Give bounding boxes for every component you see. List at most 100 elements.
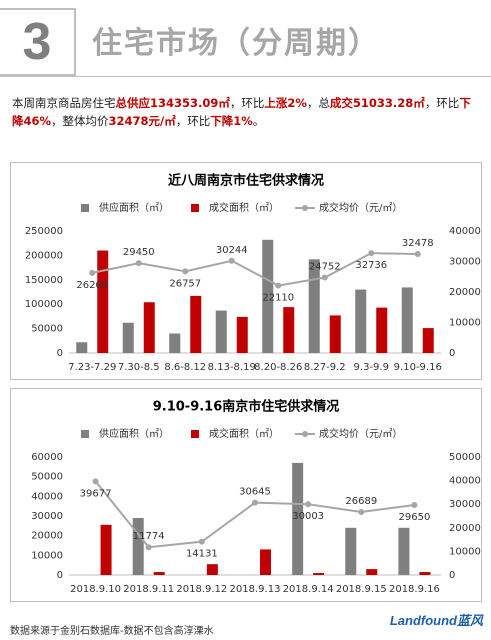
x-tick-label: 2018.9.15 <box>336 584 387 595</box>
line-point <box>182 268 189 275</box>
bar <box>366 569 378 575</box>
summary-text: ，环比 <box>229 96 265 110</box>
line-point <box>92 478 99 485</box>
bar <box>122 322 134 353</box>
line-point <box>135 260 142 267</box>
legend-label: 成交面积（㎡） <box>209 427 279 440</box>
chart: 9.10-9.16南京市住宅供求情况 0 10000 20000 30000 40000 5… <box>10 388 482 602</box>
line-point <box>321 274 328 281</box>
legend-swatch <box>81 204 89 212</box>
summary-text: 本周南京商品房住宅 <box>12 96 116 110</box>
summary-text: 下降1% <box>210 114 253 128</box>
y-tick-label: 0 <box>57 348 63 359</box>
bar <box>236 316 248 353</box>
bar <box>76 342 88 353</box>
summary-text: ，环比 <box>424 96 460 110</box>
bar <box>355 289 367 353</box>
line-point <box>414 250 421 257</box>
summary-text: 成交51033.28㎡ <box>329 96 425 110</box>
y2-tick-label: 40000 <box>449 476 481 487</box>
summary-text: 上涨2% <box>264 96 307 110</box>
x-tick-label: 9.3-9.9 <box>354 362 389 373</box>
y-tick-label: 100000 <box>25 299 63 310</box>
summary-text: 下降46% <box>12 96 471 128</box>
legend-label: 成交面积（㎡） <box>209 201 279 214</box>
x-tick-label: 8.6-8.12 <box>164 362 206 373</box>
line-point <box>198 538 205 545</box>
y-tick-label: 10000 <box>31 550 63 561</box>
chart-title: 近八周南京市住宅供求情况 <box>168 173 324 189</box>
y2-tick-label: 0 <box>449 570 455 581</box>
y-tick-label: 0 <box>57 570 63 581</box>
x-tick-label: 2018.9.12 <box>176 584 227 595</box>
y2-tick-label: 40000 <box>449 226 481 237</box>
data-label: 26757 <box>169 278 201 289</box>
legend-swatch <box>191 204 199 212</box>
y2-tick-label: 50000 <box>449 452 481 463</box>
x-tick-label: 7.30-8.5 <box>118 362 160 373</box>
section-number: 3 <box>0 8 76 76</box>
line-point <box>411 502 418 509</box>
chart-title: 9.10-9.16南京市住宅供求情况 <box>153 399 340 415</box>
data-label: 14131 <box>186 549 218 560</box>
bar <box>308 259 320 353</box>
bar <box>260 549 271 575</box>
line-point <box>252 499 258 506</box>
legend-label: 供应面积（㎡） <box>99 201 169 214</box>
chart: 近八周南京市住宅供求情况0500001000001500002000002500… <box>10 162 482 380</box>
bar <box>422 328 434 353</box>
x-tick-label: 2018.9.14 <box>283 584 334 595</box>
bar <box>153 572 165 575</box>
legend-swatch <box>191 430 199 438</box>
y-tick-label: 50000 <box>31 472 63 483</box>
bar <box>419 572 431 575</box>
summary: 本周南京商品房住宅总供应134353.09㎡，环比上涨2%，总成交51033.2… <box>12 94 482 130</box>
bar <box>398 527 410 575</box>
summary-text: ，总 <box>306 96 330 110</box>
bar <box>143 302 155 353</box>
x-tick-label: 2018.9.10 <box>70 584 121 595</box>
y2-tick-label: 30000 <box>449 499 481 510</box>
bar <box>215 310 227 353</box>
data-label: 32478 <box>402 238 434 249</box>
legend-swatch <box>81 430 89 438</box>
bar <box>345 527 357 575</box>
bar <box>292 462 304 575</box>
line-point <box>89 269 96 276</box>
bar <box>190 295 202 353</box>
x-tick-label: 2018.9.13 <box>230 584 281 595</box>
data-label: 30003 <box>292 511 324 522</box>
line <box>92 252 418 287</box>
bar <box>132 517 144 575</box>
bar <box>206 564 218 575</box>
bar <box>313 573 325 575</box>
summary-text: ，环比 <box>175 114 211 128</box>
line-point <box>145 544 152 551</box>
bar <box>262 239 274 353</box>
y2-tick-label: 10000 <box>449 546 481 557</box>
line-point <box>305 501 312 508</box>
bar <box>169 333 181 353</box>
data-label: 26689 <box>345 496 377 507</box>
x-tick-label: 7.23-7.29 <box>68 362 116 373</box>
y-tick-label: 30000 <box>31 511 63 522</box>
bar <box>376 307 388 353</box>
x-tick-label: 9.10-9.16 <box>394 362 442 373</box>
data-label: 32736 <box>355 260 387 271</box>
logo: Landfound蓝风 <box>389 613 483 628</box>
y-tick-label: 150000 <box>25 275 63 286</box>
data-label: 29650 <box>399 512 431 523</box>
data-label: 39677 <box>80 488 112 499</box>
x-tick-label: 2018.9.11 <box>123 584 174 595</box>
data-label: 24752 <box>309 262 341 273</box>
x-tick-label: 8.20-8.26 <box>254 362 302 373</box>
y-tick-label: 20000 <box>31 531 63 542</box>
bar <box>283 307 295 353</box>
bar <box>329 315 341 353</box>
divider <box>0 76 491 77</box>
source-note: 数据来源于金别石数据库-数据不包含高淳溧水 <box>10 626 214 637</box>
y2-tick-label: 20000 <box>449 523 481 534</box>
line-point <box>275 282 282 289</box>
summary-text: 32478元/㎡ <box>108 114 176 128</box>
